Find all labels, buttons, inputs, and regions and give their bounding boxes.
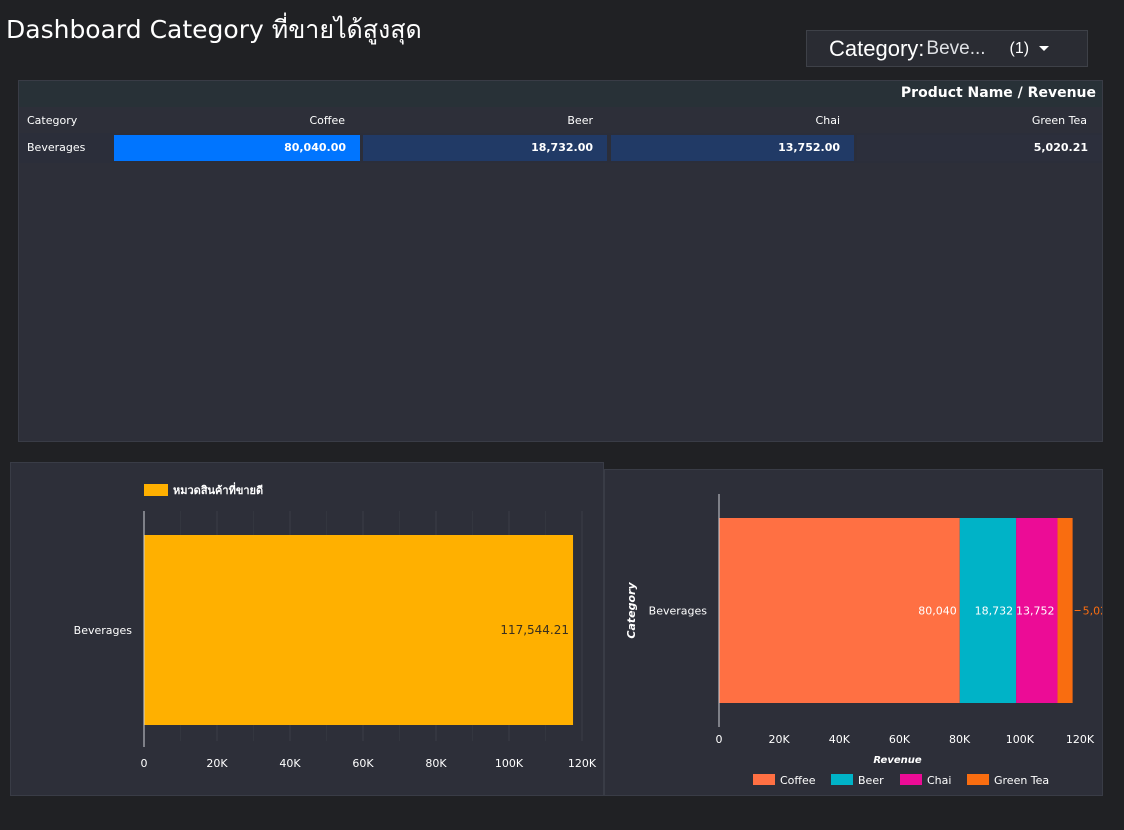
bar-data-label: 117,544.21 bbox=[500, 623, 569, 637]
x-tick-label: 20K bbox=[206, 757, 228, 770]
stacked-bar-segment bbox=[1057, 518, 1073, 703]
table-row: Beverages 80,040.00 18,732.00 13,752.00 … bbox=[19, 133, 1102, 163]
legend-label: Beer bbox=[858, 774, 884, 787]
legend-label: Green Tea bbox=[994, 774, 1049, 787]
category-label: Beverages bbox=[74, 624, 133, 637]
y-axis-title: Category bbox=[625, 582, 638, 639]
column-header-coffee[interactable]: Coffee bbox=[309, 114, 345, 127]
stacked-bar-segment bbox=[719, 518, 960, 703]
filter-label: Category: bbox=[829, 35, 925, 61]
row-category-label: Beverages bbox=[27, 141, 86, 154]
x-tick-label: 20K bbox=[769, 733, 791, 746]
pivot-table-panel: Product Name / Revenue Category Coffee B… bbox=[18, 80, 1103, 442]
legend-swatch bbox=[753, 774, 775, 785]
x-tick-label: 0 bbox=[141, 757, 148, 770]
caret-down-icon bbox=[1039, 46, 1050, 51]
legend-label: Coffee bbox=[780, 774, 816, 787]
category-label: Beverages bbox=[649, 605, 708, 618]
filter-count: (1) bbox=[1009, 39, 1030, 57]
segment-data-label: 18,732 bbox=[975, 605, 1014, 618]
x-tick-label: 120K bbox=[568, 757, 597, 770]
x-tick-label: 60K bbox=[352, 757, 374, 770]
table-cell-coffee: 80,040.00 bbox=[114, 135, 360, 161]
category-filter-dropdown[interactable]: Category: Beve... (1) bbox=[806, 30, 1088, 67]
x-tick-label: 80K bbox=[425, 757, 447, 770]
segment-data-label: 80,040 bbox=[918, 605, 957, 618]
table-cell-chai: 13,752.00 bbox=[611, 135, 854, 161]
x-tick-label: 80K bbox=[949, 733, 971, 746]
column-header-category[interactable]: Category bbox=[27, 114, 78, 127]
pivot-header-title: Product Name / Revenue bbox=[900, 85, 1096, 101]
x-tick-label: 0 bbox=[716, 733, 723, 746]
x-tick-label: 120K bbox=[1066, 733, 1095, 746]
legend-swatch bbox=[967, 774, 989, 785]
total-revenue-bar-chart-panel: หมวดสินค้าที่ขายดี 117,544.21 Beverages 0 20… bbox=[10, 462, 604, 796]
x-tick-label: 40K bbox=[829, 733, 851, 746]
legend-label: หมวดสินค้าที่ขายดี bbox=[173, 482, 263, 497]
segment-data-label: 5,02 bbox=[1083, 605, 1102, 618]
pivot-table-header: Product Name / Revenue bbox=[19, 81, 1102, 107]
x-axis-title: Revenue bbox=[873, 755, 922, 766]
x-tick-label: 100K bbox=[495, 757, 524, 770]
column-header-green-tea[interactable]: Green Tea bbox=[1031, 114, 1087, 127]
x-tick-label: 40K bbox=[279, 757, 301, 770]
legend-swatch bbox=[900, 774, 922, 785]
filter-value: Beve... bbox=[926, 37, 986, 59]
legend-swatch bbox=[144, 484, 168, 496]
table-cell-beer: 18,732.00 bbox=[363, 135, 607, 161]
legend-label: Chai bbox=[927, 774, 951, 787]
stacked-bar-segment bbox=[1016, 518, 1058, 703]
table-cell-green-tea: 5,020.21 bbox=[857, 135, 1102, 161]
total-revenue-bar-chart: หมวดสินค้าที่ขายดี 117,544.21 Beverages 0 20… bbox=[74, 482, 597, 770]
segment-data-label: 13,752 bbox=[1016, 605, 1055, 618]
column-header-chai[interactable]: Chai bbox=[815, 114, 840, 127]
page-title: Dashboard Category ที่ขายได้สูงสุด bbox=[6, 15, 422, 44]
bar bbox=[144, 535, 574, 725]
legend-swatch bbox=[831, 774, 853, 785]
x-tick-label: 100K bbox=[1006, 733, 1035, 746]
x-tick-label: 60K bbox=[889, 733, 911, 746]
stacked-bar-segment bbox=[959, 518, 1017, 703]
column-header-beer[interactable]: Beer bbox=[567, 114, 593, 127]
table-column-headers: Category Coffee Beer Chai Green Tea bbox=[19, 107, 1102, 133]
